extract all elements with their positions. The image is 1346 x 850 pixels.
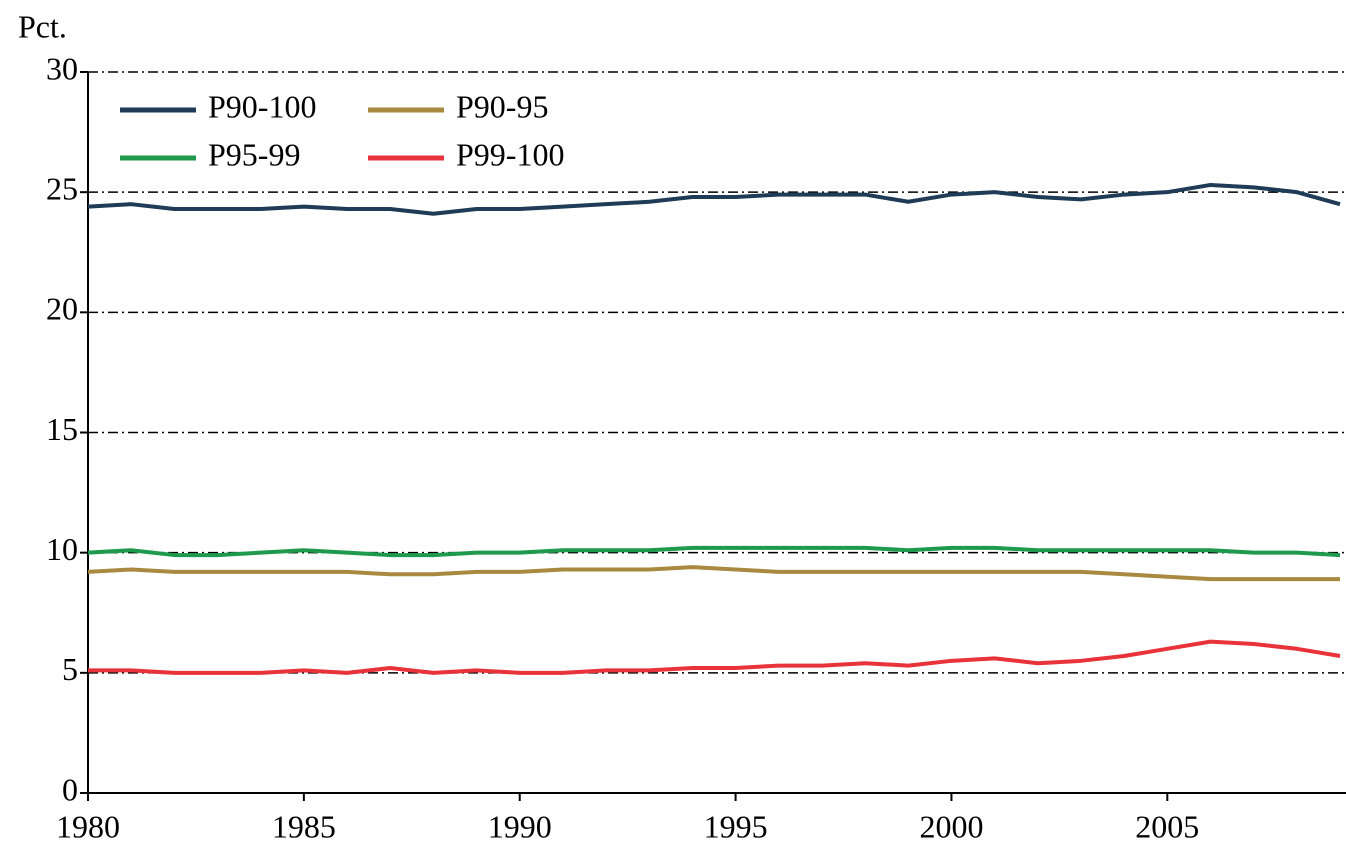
series-line bbox=[87, 565, 1340, 582]
x-tick-label: 1980 bbox=[56, 808, 120, 844]
y-tick-label: 30 bbox=[46, 50, 78, 86]
y-tick-label: 10 bbox=[46, 531, 78, 567]
x-tick-label: 1995 bbox=[704, 808, 768, 844]
y-tick-label: 25 bbox=[46, 171, 78, 207]
legend-label: P90-100 bbox=[208, 88, 316, 124]
y-tick-label: 0 bbox=[62, 771, 78, 807]
y-tick-label: 5 bbox=[62, 651, 78, 687]
legend-label: P90-95 bbox=[456, 88, 548, 124]
x-tick-label: 1990 bbox=[488, 808, 552, 844]
x-tick-label: 2005 bbox=[1135, 808, 1199, 844]
legend-label: P99-100 bbox=[456, 136, 564, 172]
series-line bbox=[88, 639, 1341, 675]
x-tick-label: 1985 bbox=[272, 808, 336, 844]
legend-label: P95-99 bbox=[208, 136, 300, 172]
x-tick-label: 2000 bbox=[919, 808, 983, 844]
series-line bbox=[87, 545, 1341, 558]
y-tick-label: 15 bbox=[46, 411, 78, 447]
series-line bbox=[87, 182, 1341, 216]
y-tick-label: 20 bbox=[46, 291, 78, 327]
y-axis-label: Pct. bbox=[18, 8, 67, 44]
